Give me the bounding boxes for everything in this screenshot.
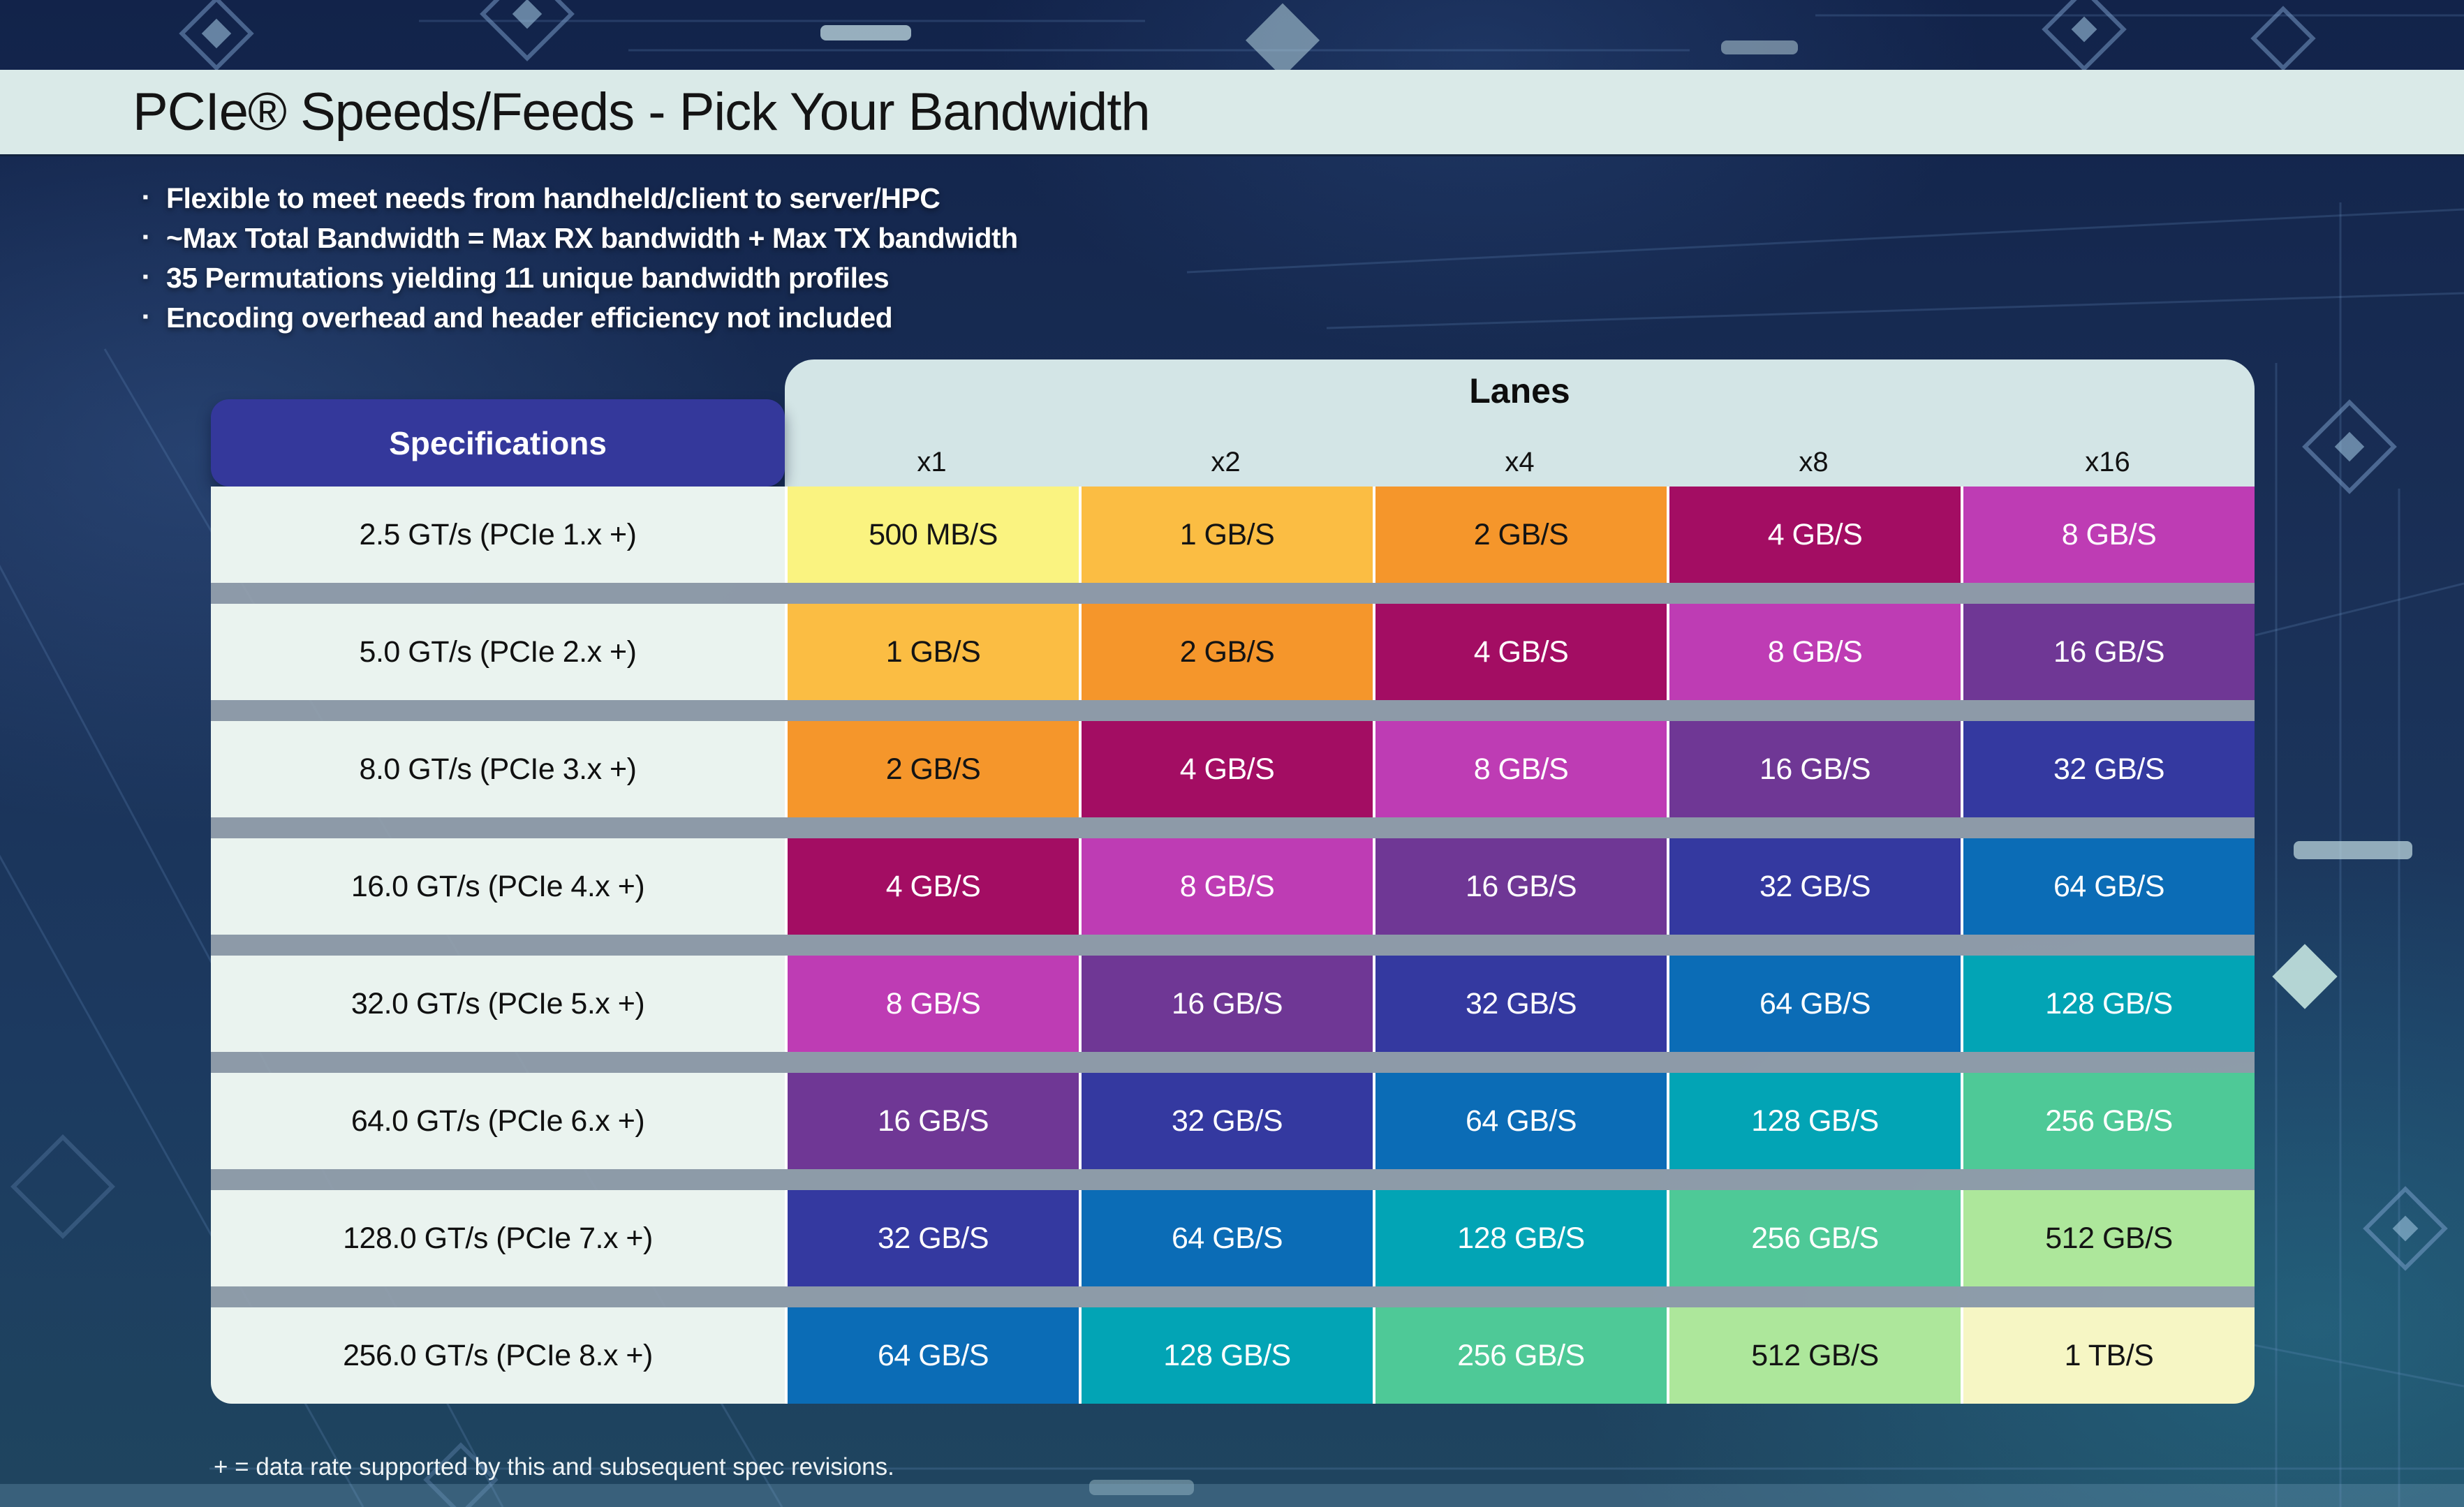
bandwidth-cell: 8 GB/S [1961,487,2255,583]
bullet-text: Encoding overhead and header efficiency … [166,302,893,334]
table-row: 256.0 GT/s (PCIe 8.x +) 64 GB/S 128 GB/S 25… [211,1307,2255,1404]
lane-column-label: x1 [917,447,947,477]
bullet-text: 35 Permutations yielding 11 unique bandw… [166,262,890,294]
bandwidth-cell: 2 GB/S [785,721,1079,817]
bullet-square-icon: ▪ [142,227,149,246]
bandwidth-cell: 4 GB/S [1373,604,1667,700]
bandwidth-table: Lanes x1 x2 x4 x8 x16 Specifications 2.5 GT/… [211,359,2255,1404]
bullet-square-icon: ▪ [142,267,149,286]
table-row: 5.0 GT/s (PCIe 2.x +) 1 GB/S 2 GB/S 4 GB/S 8… [211,604,2255,700]
table-body: 2.5 GT/s (PCIe 1.x +) 500 MB/S 1 GB/S 2 GB/… [211,487,2255,1404]
lanes-header-panel: Lanes x1 x2 x4 x8 x16 [785,359,2255,487]
bandwidth-cell: 64 GB/S [1373,1073,1667,1169]
bandwidth-cell: 1 GB/S [785,604,1079,700]
spec-cell: 8.0 GT/s (PCIe 3.x +) [211,721,785,817]
bandwidth-cell: 64 GB/S [1667,956,1961,1052]
bandwidth-cell: 2 GB/S [1373,487,1667,583]
bandwidth-cell: 32 GB/S [1961,721,2255,817]
bandwidth-cell: 16 GB/S [1961,604,2255,700]
bandwidth-cell: 256 GB/S [1961,1073,2255,1169]
bandwidth-cell: 8 GB/S [785,956,1079,1052]
bullet-square-icon: ▪ [142,187,149,207]
bandwidth-cell: 64 GB/S [1961,838,2255,935]
bandwidth-cell: 256 GB/S [1373,1307,1667,1404]
spec-cell: 16.0 GT/s (PCIe 4.x +) [211,838,785,935]
spec-cell: 2.5 GT/s (PCIe 1.x +) [211,487,785,583]
table-row: 2.5 GT/s (PCIe 1.x +) 500 MB/S 1 GB/S 2 GB/… [211,487,2255,583]
bullet-item: ▪ Flexible to meet needs from handheld/c… [142,179,1018,218]
bandwidth-cell: 64 GB/S [1079,1190,1373,1286]
bandwidth-cell: 32 GB/S [785,1190,1079,1286]
title-band: PCIe® Speeds/Feeds - Pick Your Bandwidth [0,70,2464,156]
table-row: 16.0 GT/s (PCIe 4.x +) 4 GB/S 8 GB/S 16 GB/… [211,838,2255,935]
spec-cell: 32.0 GT/s (PCIe 5.x +) [211,956,785,1052]
table-row: 32.0 GT/s (PCIe 5.x +) 8 GB/S 16 GB/S 32 GB… [211,956,2255,1052]
row-divider [211,1052,2255,1073]
bandwidth-cell: 32 GB/S [1667,838,1961,935]
bullet-item: ▪ Encoding overhead and header efficienc… [142,298,1018,338]
bandwidth-cell: 4 GB/S [1667,487,1961,583]
spec-cell: 5.0 GT/s (PCIe 2.x +) [211,604,785,700]
footnote: + = data rate supported by this and subs… [214,1453,894,1480]
lane-column-label: x16 [2085,447,2130,477]
page-title: PCIe® Speeds/Feeds - Pick Your Bandwidth [133,82,1151,142]
bandwidth-cell: 512 GB/S [1961,1190,2255,1286]
bandwidth-cell: 512 GB/S [1667,1307,1961,1404]
row-divider [211,1286,2255,1307]
bandwidth-cell: 1 GB/S [1079,487,1373,583]
bandwidth-cell: 4 GB/S [1079,721,1373,817]
bandwidth-cell: 2 GB/S [1079,604,1373,700]
bandwidth-cell: 32 GB/S [1079,1073,1373,1169]
lane-column-labels: x1 x2 x4 x8 x16 [785,447,2255,478]
bandwidth-cell: 128 GB/S [1079,1307,1373,1404]
lane-column-label: x8 [1799,447,1829,477]
bandwidth-cell: 500 MB/S [785,487,1079,583]
row-divider [211,700,2255,721]
lane-column-label: x4 [1505,447,1535,477]
bandwidth-cell: 1 TB/S [1961,1307,2255,1404]
table-row: 128.0 GT/s (PCIe 7.x +) 32 GB/S 64 GB/S 128… [211,1190,2255,1286]
specifications-header: Specifications [211,399,785,487]
bullet-square-icon: ▪ [142,306,149,326]
bandwidth-cell: 256 GB/S [1667,1190,1961,1286]
lane-column-label: x2 [1211,447,1241,477]
spec-cell: 256.0 GT/s (PCIe 8.x +) [211,1307,785,1404]
bandwidth-cell: 8 GB/S [1373,721,1667,817]
bandwidth-cell: 16 GB/S [785,1073,1079,1169]
row-divider [211,817,2255,838]
row-divider [211,1169,2255,1190]
bullet-text: Flexible to meet needs from handheld/cli… [166,182,940,214]
bandwidth-cell: 8 GB/S [1667,604,1961,700]
bandwidth-cell: 8 GB/S [1079,838,1373,935]
bandwidth-cell: 128 GB/S [1961,956,2255,1052]
bullet-text: ~Max Total Bandwidth = Max RX bandwidth … [166,222,1018,254]
bullet-list: ▪ Flexible to meet needs from handheld/c… [142,179,1018,338]
bandwidth-cell: 4 GB/S [785,838,1079,935]
bullet-item: ▪ ~Max Total Bandwidth = Max RX bandwidt… [142,218,1018,258]
spec-cell: 64.0 GT/s (PCIe 6.x +) [211,1073,785,1169]
bandwidth-cell: 16 GB/S [1079,956,1373,1052]
bandwidth-cell: 64 GB/S [785,1307,1079,1404]
spec-cell: 128.0 GT/s (PCIe 7.x +) [211,1190,785,1286]
table-row: 8.0 GT/s (PCIe 3.x +) 2 GB/S 4 GB/S 8 GB/S 1… [211,721,2255,817]
table-row: 64.0 GT/s (PCIe 6.x +) 16 GB/S 32 GB/S 64 G… [211,1073,2255,1169]
lanes-header-label: Lanes [1469,371,1570,410]
bandwidth-cell: 32 GB/S [1373,956,1667,1052]
row-divider [211,935,2255,956]
bandwidth-cell: 128 GB/S [1667,1073,1961,1169]
bandwidth-cell: 128 GB/S [1373,1190,1667,1286]
bandwidth-cell: 16 GB/S [1373,838,1667,935]
bullet-item: ▪ 35 Permutations yielding 11 unique ban… [142,258,1018,298]
bandwidth-cell: 16 GB/S [1667,721,1961,817]
row-divider [211,583,2255,604]
